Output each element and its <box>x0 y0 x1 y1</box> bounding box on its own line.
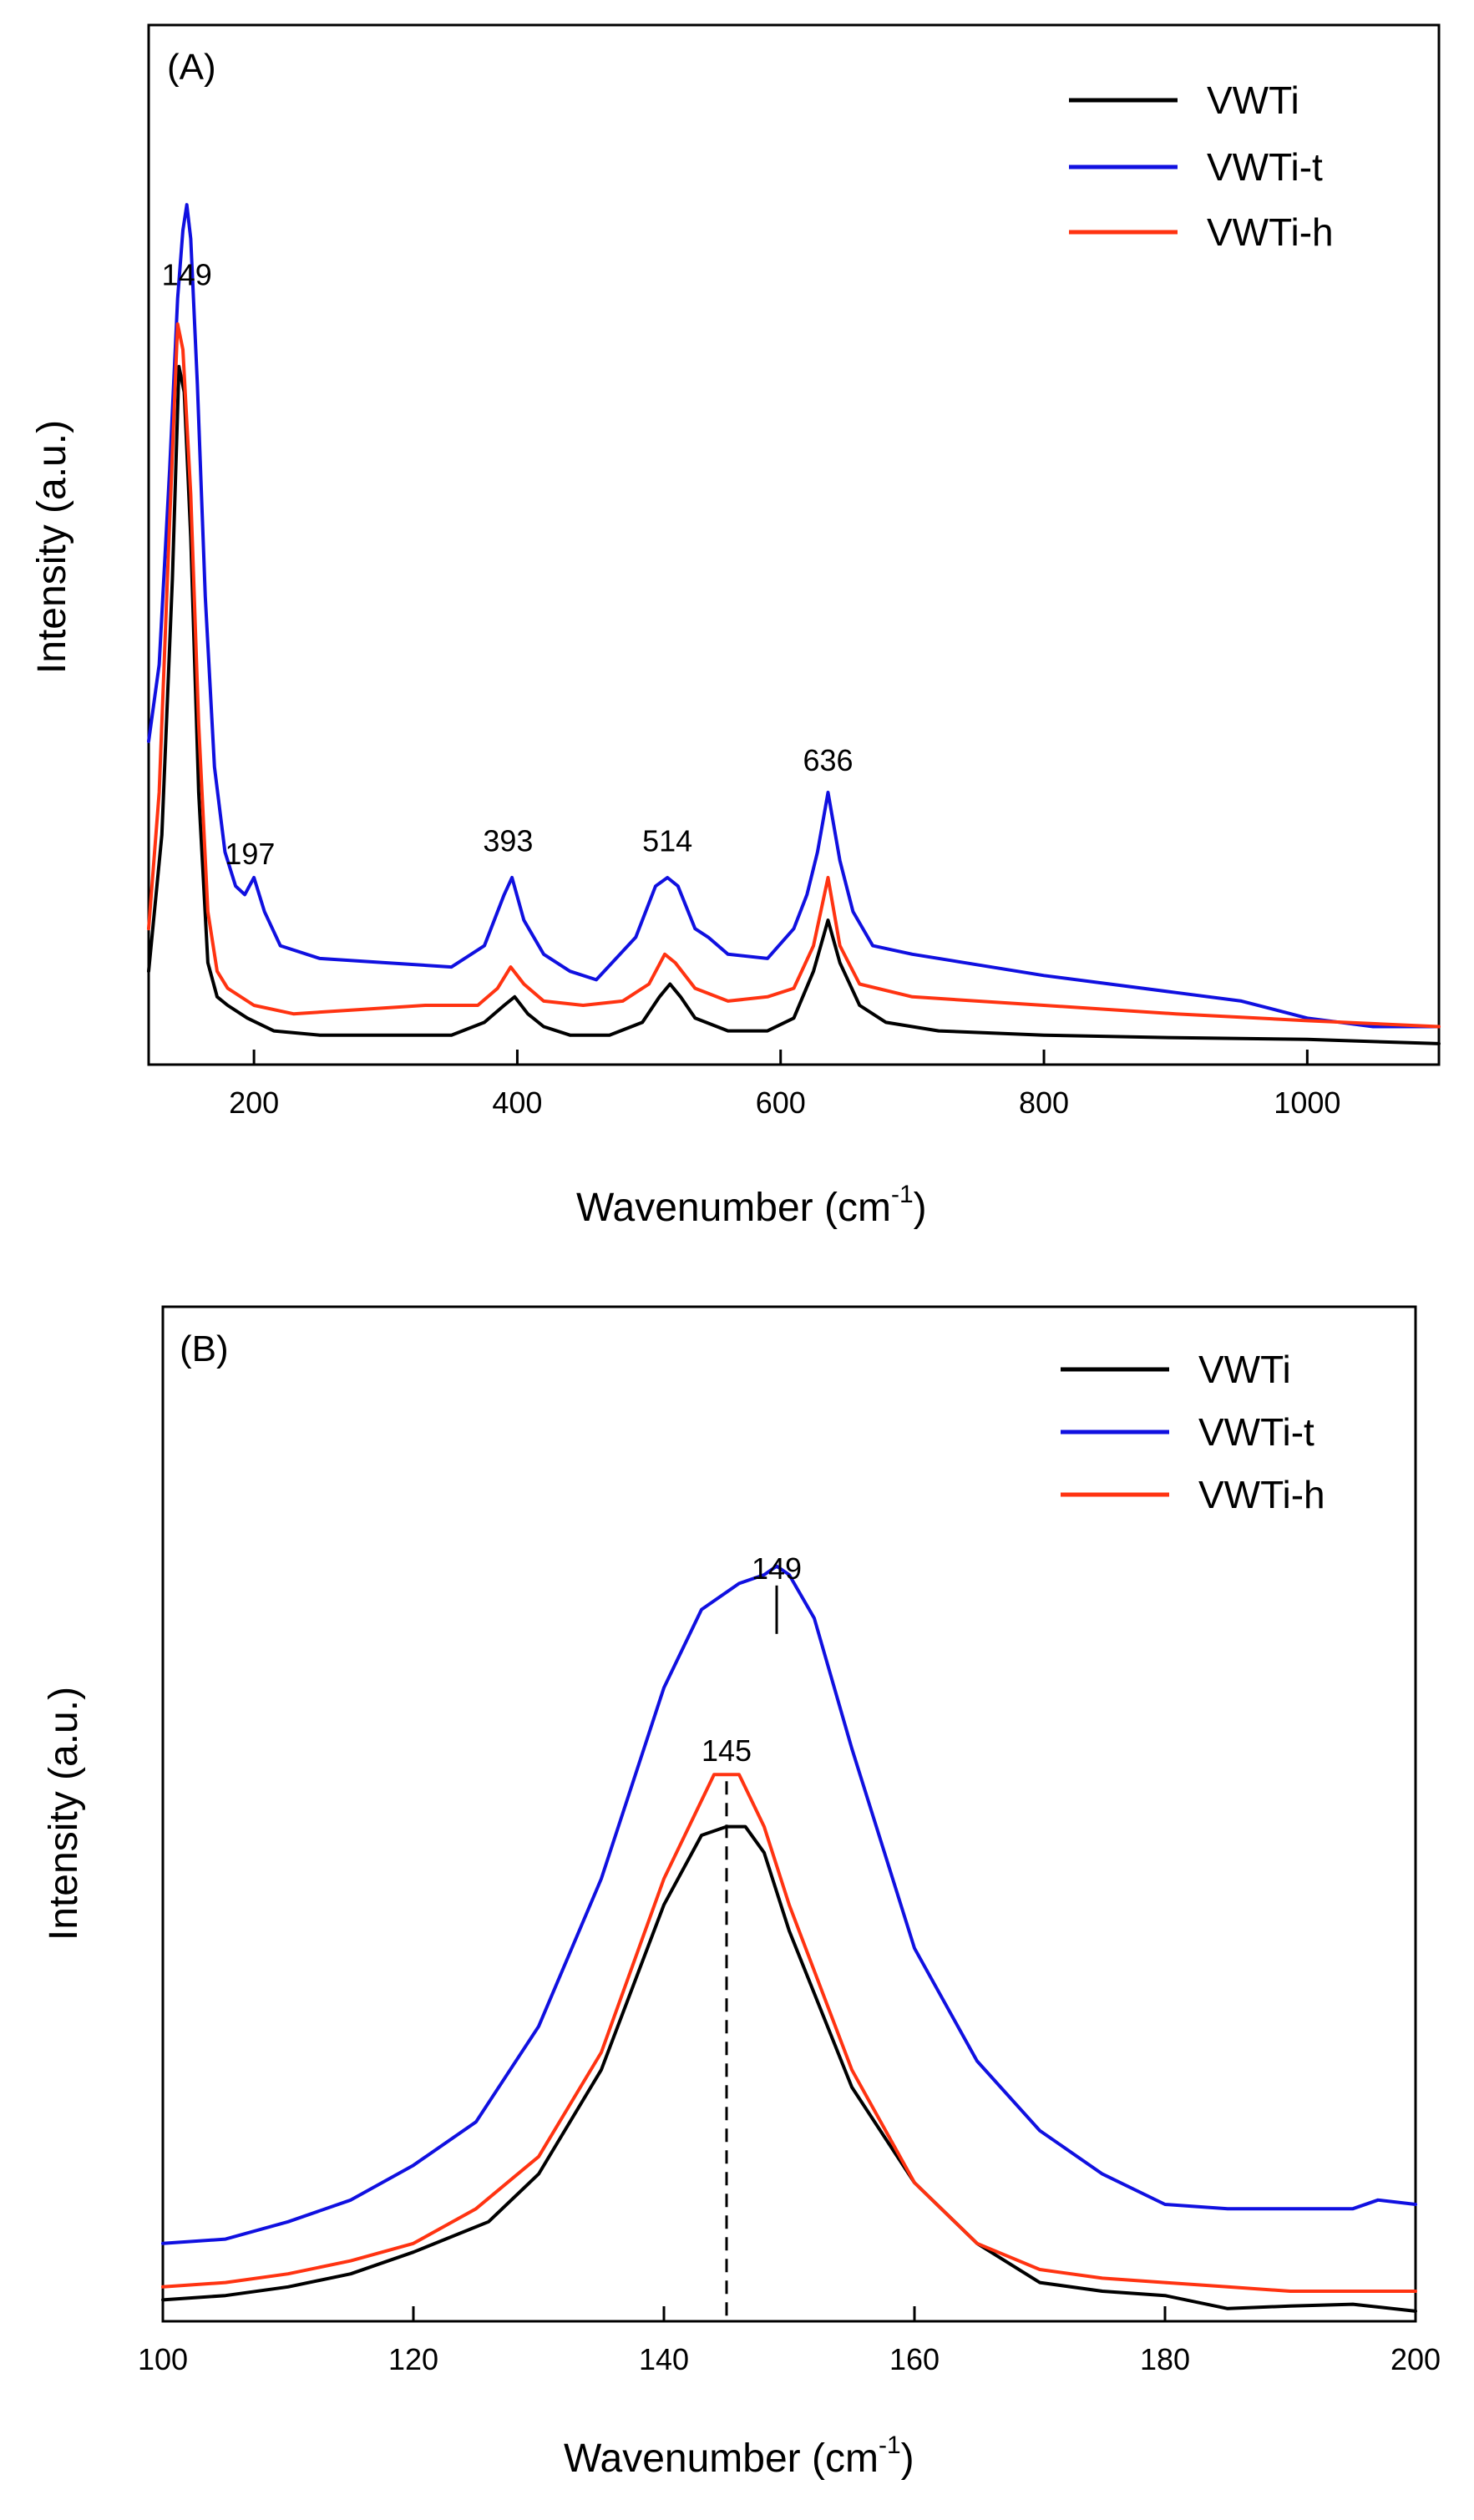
x-tick-label: 100 <box>138 2342 188 2376</box>
panel-b-legend: VWTi VWTi-t VWTi-h <box>1061 1348 1325 1516</box>
peak-annotation-label: 149 <box>752 1551 802 1586</box>
panel-a-x-axis-label: Wavenumber (cm-1) <box>576 1181 927 1230</box>
x-tick-label: 1000 <box>1274 1085 1340 1120</box>
panel-b-label: (B) <box>180 1328 229 1369</box>
x-tick-label: 800 <box>1019 1085 1069 1120</box>
panel-a-label: (A) <box>167 47 216 88</box>
legend-label-vwti: VWTi <box>1207 78 1299 122</box>
panel-a-legend: VWTi VWTi-t VWTi-h <box>1069 78 1334 254</box>
panel-a: (A) VWTi VWTi-t VWTi-h Wavenumber (cm-1)… <box>30 23 1441 1230</box>
series-vwti-t-line <box>161 1564 1417 2245</box>
peak-annotation-label: 197 <box>225 837 275 871</box>
x-tick-label: 600 <box>756 1085 806 1120</box>
peak-annotation-label: 149 <box>162 257 212 291</box>
x-tick-label: 140 <box>639 2342 689 2376</box>
series-vwti-h-line <box>161 1773 1417 2293</box>
legend-label-vwti-t: VWTi-t <box>1207 145 1323 189</box>
peak-annotation-label: 145 <box>702 1733 752 1768</box>
series-vwti-h-line <box>147 322 1441 1029</box>
series-vwti-line <box>147 365 1441 1045</box>
x-tick-label: 160 <box>889 2342 940 2376</box>
x-tick-label: 200 <box>229 1085 279 1120</box>
peak-annotation-label: 393 <box>483 824 533 858</box>
x-tick-label: 120 <box>388 2342 438 2376</box>
x-tick-label: 180 <box>1140 2342 1190 2376</box>
x-tick-label: 200 <box>1390 2342 1441 2376</box>
legend-label-vwti-h: VWTi-h <box>1198 1473 1325 1516</box>
x-tick-label: 400 <box>492 1085 542 1120</box>
panel-b-plot-frame <box>161 1305 1417 2323</box>
peak-annotation-label: 636 <box>803 743 853 777</box>
series-vwti-line <box>161 1824 1417 2313</box>
legend-label-vwti-t: VWTi-t <box>1198 1410 1314 1454</box>
series-vwti-t-line <box>147 203 1441 1029</box>
panel-a-plot-frame <box>147 23 1441 1066</box>
panel-b-y-axis-label: Intensity (a.u.) <box>42 1687 86 1941</box>
legend-label-vwti: VWTi <box>1198 1348 1291 1391</box>
panel-b-x-axis-label: Wavenumber (cm-1) <box>564 2431 914 2481</box>
panel-a-y-axis-label: Intensity (a.u.) <box>30 420 74 674</box>
legend-label-vwti-h: VWTi-h <box>1207 210 1334 254</box>
peak-annotation-label: 514 <box>642 824 692 858</box>
panel-b: (B) VWTi VWTi-t VWTi-h Wavenumber (cm-1)… <box>42 1305 1441 2481</box>
